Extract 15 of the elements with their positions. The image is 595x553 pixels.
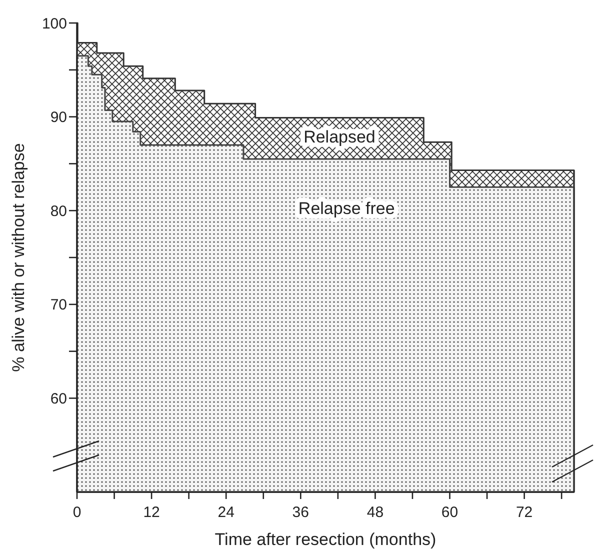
y-tick-label: 100 bbox=[42, 15, 67, 32]
x-tick-label: 0 bbox=[72, 504, 82, 521]
series-label: Relapse free bbox=[298, 199, 395, 218]
x-axis-title: Time after resection (months) bbox=[214, 530, 436, 549]
y-tick-label: 70 bbox=[50, 296, 67, 314]
y-tick-label: 90 bbox=[50, 109, 67, 126]
x-tick-label: 60 bbox=[441, 504, 458, 521]
y-axis-title: % alive with or without relapse bbox=[9, 143, 28, 372]
x-tick-label: 72 bbox=[516, 504, 533, 521]
x-tick-label: 24 bbox=[218, 504, 234, 521]
y-tick-label: 60 bbox=[50, 390, 67, 408]
x-tick-label: 36 bbox=[292, 504, 309, 521]
x-tick-label: 12 bbox=[143, 504, 160, 521]
y-tick-label: 80 bbox=[50, 202, 67, 220]
x-tick-label: 48 bbox=[366, 504, 384, 521]
